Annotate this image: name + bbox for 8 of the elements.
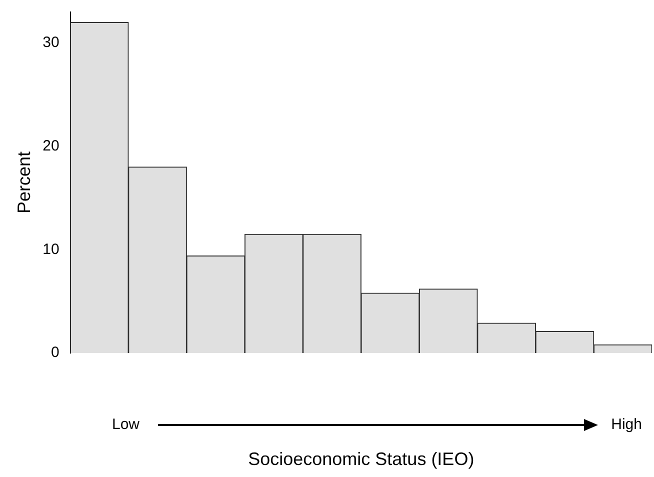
y-axis-title: Percent xyxy=(14,151,34,214)
y-tick-label: 10 xyxy=(42,240,60,258)
y-tick-label: 0 xyxy=(50,344,60,362)
y-tick-label: 20 xyxy=(42,137,60,154)
text: High xyxy=(611,416,642,434)
x-axis-title: Socioeconomic Status (IEO) xyxy=(248,449,474,470)
y-tick-label: 30 xyxy=(42,34,60,52)
text: Low xyxy=(112,416,140,434)
